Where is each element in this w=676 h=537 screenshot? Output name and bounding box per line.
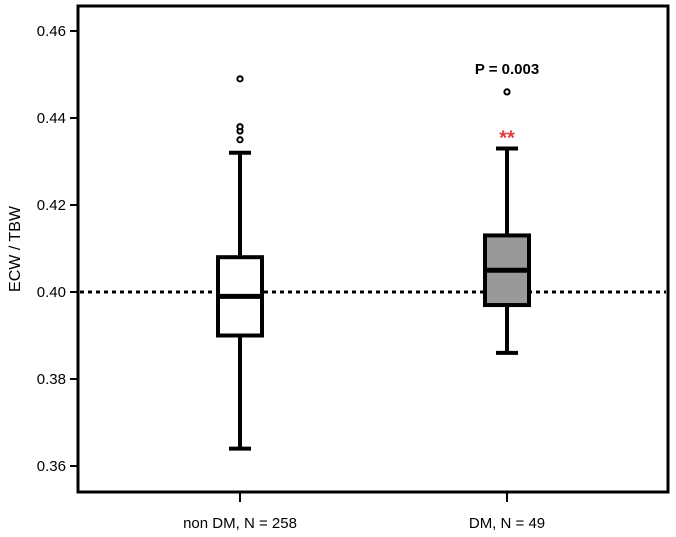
outlier-point <box>236 136 244 144</box>
y-axis-title: ECW / TBW <box>7 205 24 292</box>
significance-marker: ** <box>499 127 515 149</box>
outlier-point <box>503 88 511 96</box>
box-dm <box>483 88 531 355</box>
p-value-label: P = 0.003 <box>475 61 539 78</box>
x-tick-label: non DM, N = 258 <box>183 515 297 532</box>
boxes <box>216 75 531 451</box>
y-axis-ticks: 0.36 0.38 0.40 0.42 0.44 0.46 <box>37 23 78 475</box>
x-tick-label: DM, N = 49 <box>469 515 545 532</box>
y-tick-label: 0.40 <box>37 284 66 301</box>
x-axis-ticks: non DM, N = 258 DM, N = 49 <box>183 492 545 532</box>
plot-frame <box>76 4 670 494</box>
box-non-dm <box>216 75 264 451</box>
outlier-point <box>236 123 244 131</box>
y-tick-label: 0.46 <box>37 23 66 40</box>
y-tick-label: 0.36 <box>37 458 66 475</box>
y-tick-label: 0.44 <box>37 110 66 127</box>
y-tick-label: 0.38 <box>37 371 66 388</box>
y-tick-label: 0.42 <box>37 197 66 214</box>
outlier-point <box>236 75 244 83</box>
